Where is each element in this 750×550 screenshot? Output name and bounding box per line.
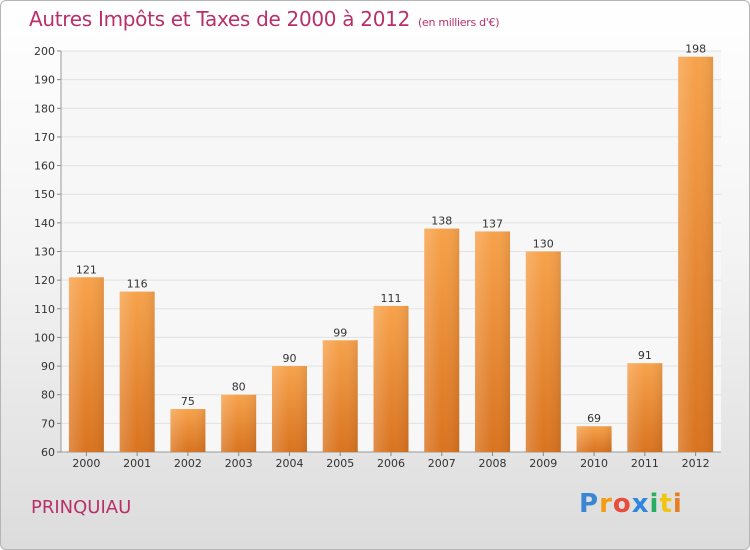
bar-shade (170, 409, 206, 452)
bar-value-label: 90 (282, 352, 296, 365)
bar-value-label: 121 (76, 263, 97, 276)
x-tick-label: 2001 (123, 457, 151, 470)
x-tick-label: 2007 (428, 457, 456, 470)
bar-value-label: 80 (232, 381, 246, 394)
bar-value-label: 130 (533, 238, 554, 251)
logo-letter: x (631, 489, 650, 519)
bar-shade (221, 394, 257, 452)
x-tick-label: 2009 (529, 457, 557, 470)
chart-title-text: Autres Impôts et Taxes de 2000 à 2012 (29, 7, 410, 31)
y-tick-label: 80 (41, 389, 55, 402)
bar-shade (424, 228, 460, 452)
y-tick-label: 120 (34, 274, 55, 287)
y-tick-label: 170 (34, 131, 55, 144)
chart-title: Autres Impôts et Taxes de 2000 à 2012 (en… (29, 7, 499, 31)
commune-name: PRINQUIAU (31, 497, 132, 518)
bar-shade (576, 426, 612, 452)
x-tick-label: 2000 (72, 457, 100, 470)
bar-shade (475, 231, 511, 452)
x-axis: 2000 2001 2002 2003 2004 2005 2006 2007 2008 2009… (72, 452, 710, 470)
bar-value-label: 137 (482, 217, 503, 230)
x-tick-label: 2010 (580, 457, 608, 470)
x-tick-label: 2012 (682, 457, 710, 470)
bar-shade (373, 305, 409, 452)
y-tick-label: 100 (34, 331, 55, 344)
x-tick-label: 2003 (225, 457, 253, 470)
y-tick-label: 200 (34, 45, 55, 58)
logo-letter: P (579, 489, 600, 519)
y-tick-label: 110 (34, 303, 55, 316)
bar-shade (322, 340, 358, 452)
logo-letter: i (672, 489, 683, 519)
y-tick-label: 180 (34, 102, 55, 115)
logo-letter: i (649, 489, 660, 519)
bar-value-label: 69 (587, 412, 601, 425)
proxiti-logo: Proxiti (579, 489, 683, 519)
logo-letter: r (599, 489, 613, 519)
bar-value-label: 75 (181, 395, 195, 408)
chart-subtitle: (en milliers d'€) (418, 16, 500, 29)
bar-shade (627, 363, 663, 452)
x-tick-label: 2011 (631, 457, 659, 470)
y-tick-label: 190 (34, 74, 55, 87)
bar-shade (525, 251, 561, 452)
logo-letter: o (612, 489, 632, 519)
y-tick-label: 60 (41, 446, 55, 459)
x-tick-label: 2004 (275, 457, 303, 470)
y-tick-label: 160 (34, 160, 55, 173)
bar-shade (271, 366, 307, 452)
bar-value-label: 91 (638, 349, 652, 362)
y-tick-label: 150 (34, 188, 55, 201)
bar-shade (68, 277, 104, 452)
bar-value-label: 99 (333, 326, 347, 339)
bar-value-label: 111 (381, 292, 402, 305)
bar-value-label: 116 (127, 278, 148, 291)
bar-shade (119, 291, 155, 452)
x-tick-label: 2005 (326, 457, 354, 470)
logo-letter: t (659, 489, 673, 519)
y-tick-label: 70 (41, 417, 55, 430)
bar-shade (678, 56, 714, 452)
y-tick-label: 140 (34, 217, 55, 230)
bar-value-label: 138 (431, 215, 452, 228)
x-tick-label: 2002 (174, 457, 202, 470)
y-tick-label: 130 (34, 246, 55, 259)
y-tick-label: 90 (41, 360, 55, 373)
x-tick-label: 2006 (377, 457, 405, 470)
bar-value-label: 198 (685, 43, 706, 56)
x-tick-label: 2008 (479, 457, 507, 470)
bars: 121 116 75 80 90 99 111 138 137 130 69 91 198 (68, 43, 714, 452)
